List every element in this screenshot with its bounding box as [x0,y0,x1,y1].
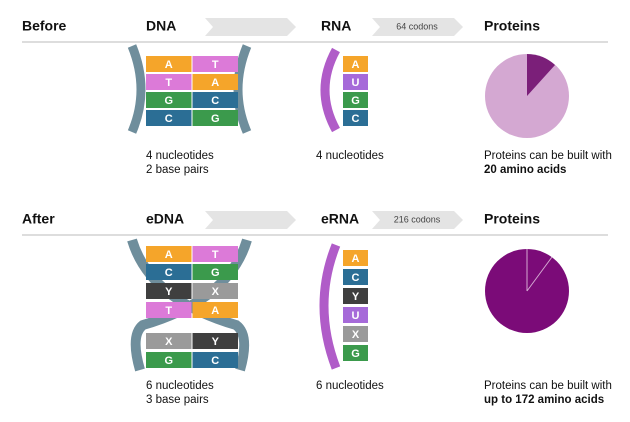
base-left [146,302,192,318]
rna-caption: 4 nucleotides [316,150,384,162]
base-left [146,74,192,90]
rna-base [343,326,368,342]
rna-base-label: C [352,113,360,125]
row-label: After [22,211,55,227]
rna-base [343,74,368,90]
arrow [205,211,296,229]
arrow [372,211,463,229]
rna-title: eRNA [321,211,359,227]
rna-base-label: U [352,77,360,89]
base-right-label: A [211,305,219,317]
base-left [146,110,192,126]
base-left-label: C [165,113,173,125]
codon-count: 64 codons [396,21,438,31]
rna-base [343,250,368,266]
rna-title: RNA [321,18,351,34]
codon-count: 216 codons [394,214,441,224]
base-left-label: T [165,305,172,317]
base-left [146,246,192,262]
backbone [127,44,146,134]
base-right-label: X [212,286,220,298]
rna-base-label: X [352,329,360,341]
rna-base [343,92,368,108]
base-right-label: T [212,59,219,71]
base-right [192,264,238,280]
base-right [192,92,238,108]
proteins-bold: 20 amino acids [484,164,566,176]
base-left-label: Y [165,286,173,298]
dna-title: DNA [146,18,176,34]
base-left [146,264,192,280]
proteins-text: Proteins can be built with [484,150,612,162]
arrow [372,18,463,36]
rna-backbone [320,47,340,133]
rna-base-label: A [352,253,360,265]
base-right-label: G [211,267,220,279]
base-left-label: T [165,77,172,89]
base-right-label: C [211,355,219,367]
dna-caption: 3 base pairs [146,394,209,406]
rna-base-label: A [352,59,360,71]
base-left [146,56,192,72]
base-left-label: A [165,59,173,71]
base-right-label: G [211,113,220,125]
dna-caption: 4 nucleotides [146,150,214,162]
rna-base [343,269,368,285]
rna-base-label: Y [352,291,360,303]
rna-base [343,307,368,323]
arrow [205,18,296,36]
dna-title: eDNA [146,211,184,227]
proteins-text: Proteins can be built with [484,380,612,392]
base-right-label: T [212,249,219,261]
base-right [192,110,238,126]
base-left [146,92,192,108]
base-right [192,56,238,72]
dna-caption: 6 nucleotides [146,380,214,392]
proteins-title: Proteins [484,18,540,34]
base-right [192,352,238,368]
base-left-label: X [165,336,173,348]
base-right [192,283,238,299]
rna-base [343,288,368,304]
rna-caption: 6 nucleotides [316,380,384,392]
rna-base-label: U [352,310,360,322]
backbone [127,238,250,372]
proteins-bold: up to 172 amino acids [484,394,604,406]
rna-base-label: C [352,272,360,284]
base-left-label: G [164,95,173,107]
base-left-label: C [165,267,173,279]
dna-caption: 2 base pairs [146,164,209,176]
base-right [192,74,238,90]
base-left [146,283,192,299]
base-right-label: Y [212,336,220,348]
rna-backbone [319,243,341,370]
base-left [146,352,192,368]
base-right [192,302,238,318]
base-left-label: G [164,355,173,367]
rna-base [343,110,368,126]
rna-base [343,345,368,361]
rna-base-label: G [351,348,360,360]
backbone [233,44,252,134]
base-left-label: A [165,249,173,261]
row-label: Before [22,18,67,34]
base-right-label: A [211,77,219,89]
rna-base-label: G [351,95,360,107]
pie-slice [527,54,555,96]
proteins-title: Proteins [484,211,540,227]
base-left [146,333,192,349]
rna-base [343,56,368,72]
base-right [192,333,238,349]
base-right [192,246,238,262]
pie-slice-lines [526,249,553,292]
base-right-label: C [211,95,219,107]
